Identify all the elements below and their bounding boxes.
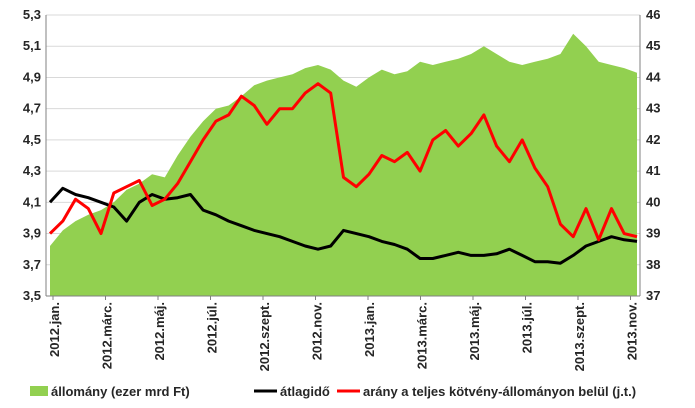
right-axis-tick-label: 44 [646,69,661,84]
x-axis-tick-label: 2012.máj. [152,302,167,361]
left-axis-tick-label: 5,3 [23,7,41,22]
right-axis-tick-label: 37 [646,288,660,303]
area-series-allomany [50,33,637,296]
x-axis-tick-label: 2012.márc. [100,302,115,369]
right-axis-tick-label: 39 [646,226,660,241]
right-axis-tick-labels: 37 38 39 40 41 42 43 44 45 46 [646,7,661,303]
legend-label-arany: arány a teljes kötvény-állományon belül … [363,384,636,399]
left-axis-tick-label: 4,3 [23,163,41,178]
left-axis-tick-label: 4,1 [23,194,41,209]
x-axis-tick-label: 2013.júl. [520,302,535,353]
right-axis-tick-label: 38 [646,257,660,272]
line-series-layer [48,82,638,265]
x-axis-tick-label: 2012.nov. [310,302,325,360]
legend: állomány (ezer mrd Ft) átlagidő arány a te… [30,384,636,399]
axes [45,15,641,297]
left-axis-tick-label: 4,5 [23,132,41,147]
x-axis-tick-label: 2013.jan. [362,302,377,357]
right-axis-tick-label: 42 [646,132,660,147]
left-axis-tick-label: 3,5 [23,288,41,303]
right-axis-tick-label: 41 [646,163,660,178]
left-axis-tick-label: 4,9 [23,69,41,84]
right-axis-tick-label: 46 [646,7,660,22]
x-axis-tick-label: 2013.márc. [415,302,430,369]
right-axis-tick-label: 43 [646,101,660,116]
x-axis-tick-label: 2013.szept. [572,302,587,371]
right-axis-tick-label: 40 [646,194,660,209]
left-axis-tick-label: 4,7 [23,101,41,116]
x-axis-tick-label: 2012.júl. [205,302,220,353]
left-axis-tick-label: 3,9 [23,226,41,241]
left-axis-tick-label: 5,1 [23,38,41,53]
left-axis-tick-labels: 3,5 3,7 3,9 4,1 4,3 4,5 4,7 4,9 5,1 5,3 [23,7,41,303]
x-axis-tick-label: 2012.jan. [47,302,62,357]
area-series-layer [50,33,637,296]
left-axis-tick-label: 3,7 [23,257,41,272]
x-axis-tick-labels: 2012.jan. 2012.márc. 2012.máj. 2012.júl. 201… [47,296,640,371]
legend-label-atlagido: átlagidő [280,384,330,399]
right-axis-tick-label: 45 [646,38,660,53]
legend-label-allomany: állomány (ezer mrd Ft) [51,384,190,399]
x-axis-tick-label: 2013.máj. [467,302,482,361]
line-series-arany [48,82,638,242]
x-axis-tick-label: 2012.szept. [257,302,272,371]
x-axis-tick-label: 2013.nov. [625,302,640,360]
legend-swatch-allomany [30,386,48,396]
